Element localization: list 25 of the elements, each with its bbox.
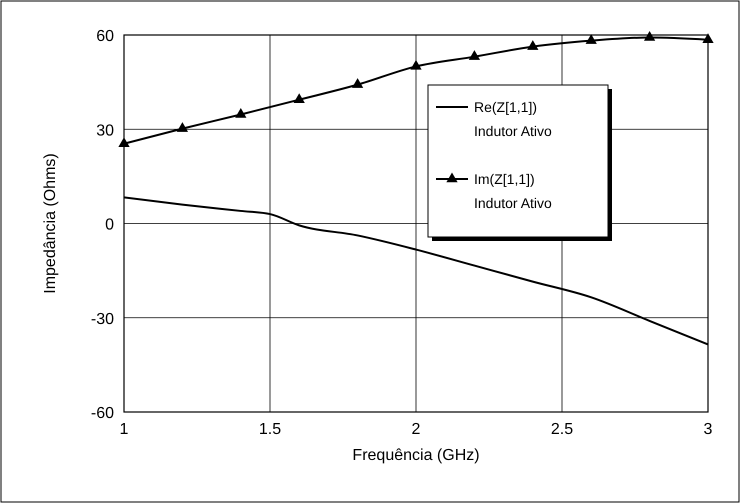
point bbox=[235, 108, 246, 118]
point bbox=[118, 137, 130, 147]
point bbox=[527, 40, 538, 50]
x-tick-label: 2 bbox=[412, 421, 421, 438]
x-tick-label: 2.5 bbox=[550, 421, 574, 438]
x-axis-title: Frequência (GHz) bbox=[352, 447, 480, 464]
point bbox=[352, 78, 364, 88]
y-tick-label: -30 bbox=[90, 310, 114, 328]
point bbox=[176, 122, 188, 132]
point bbox=[586, 34, 597, 44]
x-tick-label: 3 bbox=[704, 421, 713, 438]
legend-label: Im(Z[1,1]) Indutor Ativo bbox=[474, 171, 552, 211]
y-axis-title: Impedância (Ohms) bbox=[42, 153, 59, 294]
y-tick-label: 30 bbox=[96, 122, 114, 140]
point bbox=[702, 33, 714, 43]
legend-label: Re(Z[1,1]) Indutor Ativo bbox=[474, 99, 552, 139]
point bbox=[294, 93, 305, 103]
x-tick-label: 1.5 bbox=[258, 421, 282, 438]
y-tick-label: 60 bbox=[96, 28, 114, 45]
point bbox=[468, 50, 480, 60]
y-tick-label: 0 bbox=[105, 216, 114, 234]
point bbox=[644, 31, 656, 41]
y-tick-label: -60 bbox=[90, 405, 114, 422]
x-tick-label: 1 bbox=[120, 421, 129, 438]
point bbox=[410, 60, 422, 70]
